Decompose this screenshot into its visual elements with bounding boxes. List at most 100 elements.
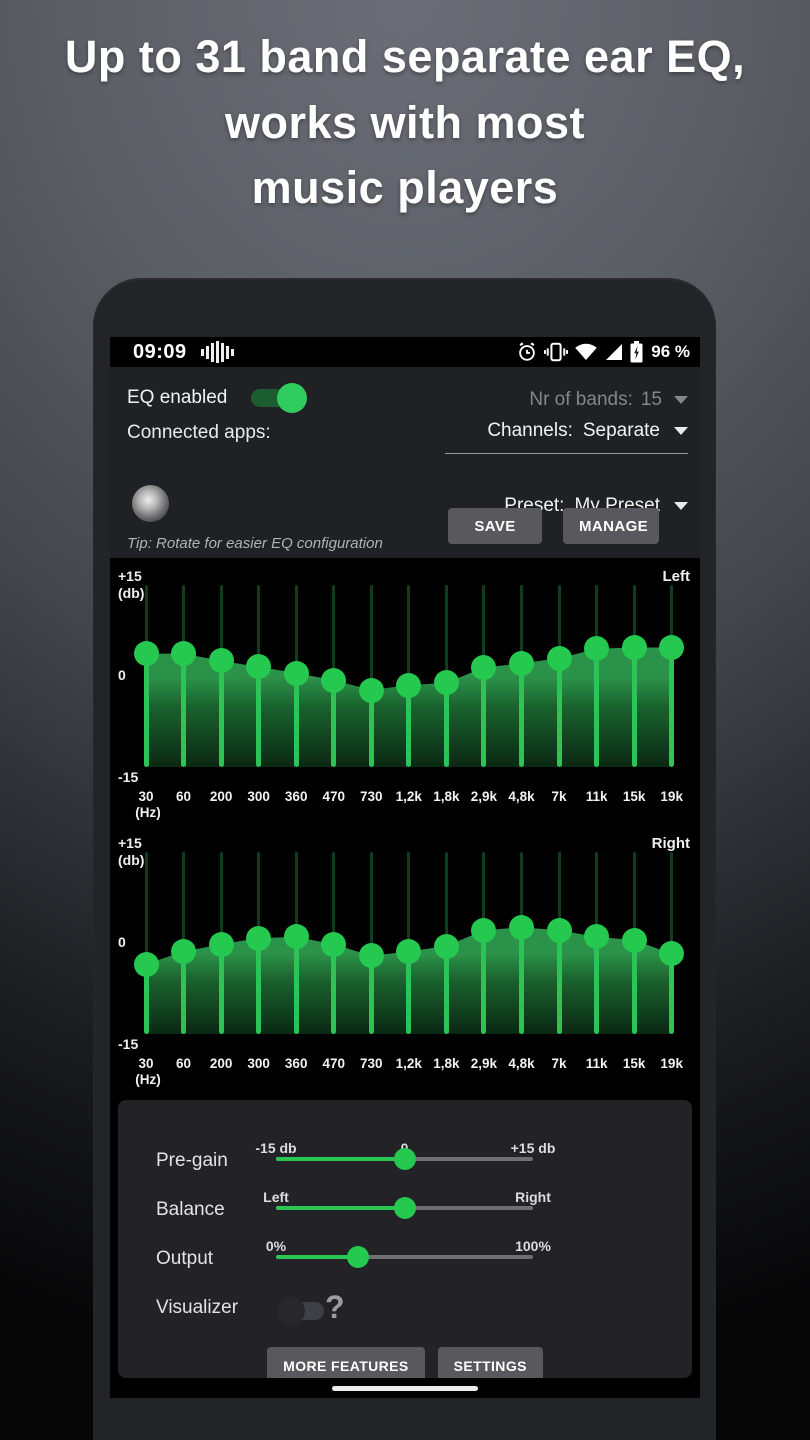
eq-band-knob[interactable] (509, 650, 534, 676)
help-icon[interactable]: ? (325, 1289, 345, 1325)
eq-band-knob[interactable] (133, 951, 159, 977)
pre-gain-slider-knob[interactable] (393, 1148, 416, 1170)
eq-band-knob[interactable] (283, 924, 309, 950)
eq-band-track-lower[interactable] (293, 673, 299, 767)
manage-button[interactable]: MANAGE (563, 508, 659, 544)
eq-band-knob[interactable] (433, 933, 459, 959)
eq-band-track-upper[interactable] (332, 852, 336, 945)
eq-band-track-upper[interactable] (482, 852, 486, 931)
eq-band-track-lower[interactable] (519, 927, 524, 1034)
eq-band-knob[interactable] (433, 670, 459, 696)
eq-band-knob[interactable] (584, 924, 610, 950)
eq-band-track-lower[interactable] (368, 955, 374, 1034)
eq-band-track-lower[interactable] (631, 647, 637, 767)
eq-band-track-upper[interactable] (257, 585, 261, 667)
nr-of-bands-dropdown[interactable]: Nr of bands: 15 (529, 389, 688, 411)
eq-band-track-upper[interactable] (407, 852, 411, 952)
save-button[interactable]: SAVE (448, 508, 542, 544)
visualizer-toggle[interactable] (277, 1297, 326, 1325)
eq-band-track-lower[interactable] (669, 953, 675, 1034)
channels-dropdown[interactable]: Channels: Separate (487, 420, 688, 442)
eq-band-track-upper[interactable] (595, 585, 599, 649)
eq-band-track-lower[interactable] (368, 690, 374, 767)
eq-band-knob[interactable] (396, 672, 422, 698)
eq-band-track-upper[interactable] (520, 585, 523, 664)
eq-band-track-lower[interactable] (256, 938, 262, 1034)
eq-enabled-toggle[interactable] (249, 383, 308, 413)
eq-band-track-lower[interactable] (406, 951, 412, 1034)
eq-band-track-lower[interactable] (519, 663, 524, 767)
eq-band-track-upper[interactable] (182, 585, 185, 654)
output-slider-knob[interactable] (347, 1246, 370, 1268)
eq-band-track-upper[interactable] (632, 585, 636, 648)
eq-band-knob[interactable] (133, 641, 159, 667)
eq-band-track-lower[interactable] (218, 944, 224, 1034)
eq-band-track-upper[interactable] (257, 852, 261, 939)
eq-band-track-upper[interactable] (369, 852, 373, 956)
eq-band-knob[interactable] (283, 660, 309, 686)
eq-band-track-lower[interactable] (594, 936, 600, 1034)
eq-band-knob[interactable] (321, 667, 347, 693)
eq-band-track-lower[interactable] (293, 936, 299, 1034)
eq-band-knob[interactable] (471, 917, 497, 943)
eq-band-track-lower[interactable] (556, 930, 562, 1034)
eq-band-track-lower[interactable] (331, 680, 337, 767)
eq-band-knob[interactable] (584, 636, 610, 662)
eq-band-track-lower[interactable] (481, 667, 487, 767)
eq-band-track-lower[interactable] (481, 930, 487, 1034)
balance-slider-knob[interactable] (393, 1197, 416, 1219)
eq-band-knob[interactable] (471, 655, 497, 680)
eq-band-knob[interactable] (659, 941, 685, 967)
eq-band-track-upper[interactable] (595, 852, 599, 937)
eq-band-knob[interactable] (358, 677, 384, 703)
eq-band-track-lower[interactable] (443, 682, 449, 767)
eq-band-track-lower[interactable] (556, 658, 562, 767)
eq-band-track-upper[interactable] (332, 585, 336, 681)
eq-band-knob[interactable] (246, 925, 272, 951)
eq-band-track-upper[interactable] (407, 585, 411, 686)
eq-band-track-upper[interactable] (144, 852, 148, 965)
eq-band-knob[interactable] (358, 943, 384, 969)
settings-button[interactable]: SETTINGS (437, 1347, 543, 1384)
eq-band-track-lower[interactable] (181, 653, 186, 767)
eq-band-knob[interactable] (208, 648, 234, 674)
more-features-button[interactable]: MORE FEATURES (267, 1347, 425, 1384)
eq-band-track-lower[interactable] (331, 944, 337, 1034)
eq-band-knob[interactable] (546, 917, 572, 943)
eq-band-track-upper[interactable] (369, 585, 373, 690)
eq-band-track-lower[interactable] (631, 940, 637, 1034)
eq-band-track-lower[interactable] (143, 653, 149, 767)
balance-slider[interactable] (276, 1197, 533, 1219)
eq-band-knob[interactable] (621, 927, 647, 953)
eq-band-track-lower[interactable] (443, 946, 449, 1034)
eq-band-track-upper[interactable] (219, 585, 223, 661)
eq-band-track-upper[interactable] (444, 852, 448, 946)
eq-band-track-lower[interactable] (181, 951, 186, 1034)
eq-band-knob[interactable] (171, 641, 196, 667)
home-pill[interactable] (332, 1386, 478, 1391)
eq-band-track-upper[interactable] (557, 585, 561, 659)
eq-band-track-upper[interactable] (670, 852, 674, 954)
eq-band-track-upper[interactable] (144, 585, 148, 654)
eq-band-track-lower[interactable] (594, 648, 600, 767)
output-slider[interactable] (276, 1246, 533, 1268)
connected-app-icon[interactable] (132, 485, 169, 522)
eq-band-track-lower[interactable] (406, 685, 412, 767)
eq-band-knob[interactable] (621, 635, 647, 660)
eq-band-knob[interactable] (246, 654, 272, 680)
eq-band-track-upper[interactable] (482, 585, 486, 668)
eq-band-track-upper[interactable] (444, 585, 448, 683)
eq-band-knob[interactable] (171, 939, 196, 964)
eq-band-track-upper[interactable] (557, 852, 561, 931)
eq-band-track-lower[interactable] (256, 666, 262, 767)
eq-band-knob[interactable] (659, 635, 685, 660)
eq-band-track-lower[interactable] (669, 647, 675, 767)
eq-band-knob[interactable] (208, 931, 234, 957)
eq-band-knob[interactable] (321, 931, 347, 957)
eq-band-track-upper[interactable] (520, 852, 523, 928)
eq-band-track-upper[interactable] (632, 852, 636, 940)
eq-band-track-lower[interactable] (143, 964, 149, 1034)
eq-band-knob[interactable] (509, 914, 534, 940)
eq-band-track-upper[interactable] (670, 585, 674, 648)
eq-band-track-upper[interactable] (219, 852, 223, 945)
